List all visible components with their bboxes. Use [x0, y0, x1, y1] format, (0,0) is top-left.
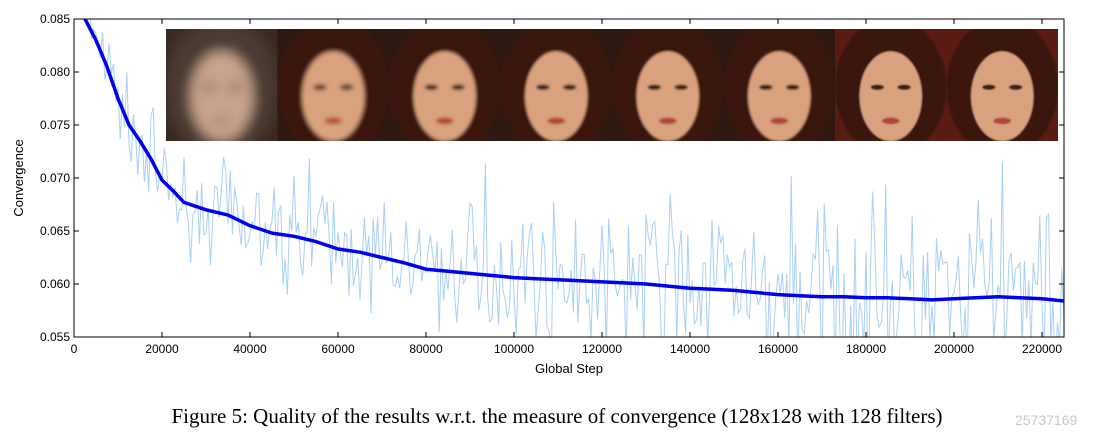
y-tick-label: 0.065: [40, 224, 70, 238]
y-axis-title: Convergence: [11, 139, 26, 216]
face-sample-4: [500, 29, 612, 141]
y-tick-label: 0.070: [40, 171, 70, 185]
x-axis-ticks: 0 20000 40000 60000 80000 100000 120000 140000 1…: [71, 19, 1062, 356]
raw-series-line: [89, 19, 1064, 337]
smoothed-series-layer: [83, 19, 1064, 303]
x-tick-label: 100000: [494, 342, 534, 356]
y-tick-label: 0.075: [40, 118, 70, 132]
face-sample-5: [612, 29, 724, 141]
y-tick-label: 0.085: [40, 12, 70, 26]
x-tick-label: 160000: [758, 342, 798, 356]
y-tick-label: 0.060: [40, 277, 70, 291]
x-tick-label: 180000: [846, 342, 886, 356]
face-sample-6: [723, 29, 835, 141]
x-tick-label: 120000: [582, 342, 622, 356]
x-tick-label: 220000: [1022, 342, 1062, 356]
x-tick-label: 140000: [670, 342, 710, 356]
x-tick-label: 60000: [321, 342, 355, 356]
face-sample-2: [277, 29, 389, 141]
convergence-chart: 0 20000 40000 60000 80000 100000 120000 140000 1…: [11, 12, 1065, 376]
raw-series-layer: [89, 19, 1064, 337]
x-axis-title: Global Step: [535, 361, 603, 376]
x-tick-label: 20000: [145, 342, 179, 356]
face-sample-7: [835, 29, 947, 141]
y-axis-ticks: 0.055 0.060 0.065 0.070 0.075 0.080 0.085: [40, 12, 1064, 344]
x-tick-label: 40000: [233, 342, 267, 356]
smoothed-series-line: [83, 19, 1064, 303]
face-sample-1: [166, 29, 278, 141]
watermark-text: 25737169: [1015, 412, 1078, 428]
y-tick-label: 0.055: [40, 330, 70, 344]
x-tick-label: 0: [71, 342, 78, 356]
x-tick-label: 200000: [934, 342, 974, 356]
y-tick-label: 0.080: [40, 65, 70, 79]
x-tick-label: 80000: [409, 342, 443, 356]
figure-caption: Figure 5: Quality of the results w.r.t. …: [171, 404, 943, 428]
inset-image-strip: [166, 29, 1058, 141]
face-sample-3: [389, 29, 501, 141]
face-sample-8: [946, 29, 1058, 141]
